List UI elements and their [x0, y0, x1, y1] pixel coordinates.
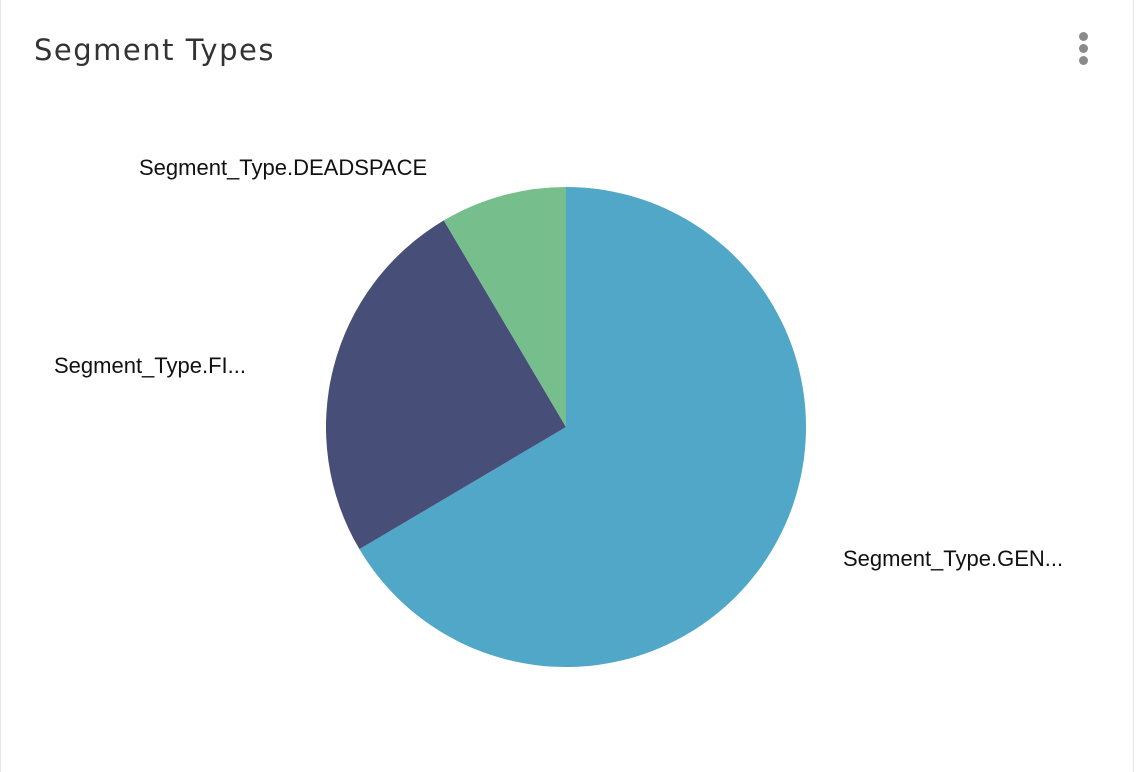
- more-options-button[interactable]: [1069, 28, 1099, 68]
- pie-slice-label-3: Segment_Type.DEADSPACE: [139, 155, 427, 180]
- pie-slice-label-2: Segment_Type.FI...: [54, 353, 246, 378]
- chart-title: Segment Types: [34, 33, 275, 67]
- more-vertical-icon-dot: [1079, 44, 1088, 53]
- pie-slice-2[interactable]: [325, 220, 566, 550]
- pie-slice-label-1: Segment_Type.GEN...: [843, 546, 1063, 571]
- pie-slices: [325, 187, 806, 667]
- pie-labels: Segment_Type.GEN... Segment_Type.FI... Seg…: [54, 155, 1063, 571]
- pie-slice-3[interactable]: [443, 187, 566, 427]
- pie-slice-1[interactable]: [359, 187, 806, 667]
- more-vertical-icon: [1079, 32, 1088, 41]
- more-vertical-icon-dot: [1079, 56, 1088, 65]
